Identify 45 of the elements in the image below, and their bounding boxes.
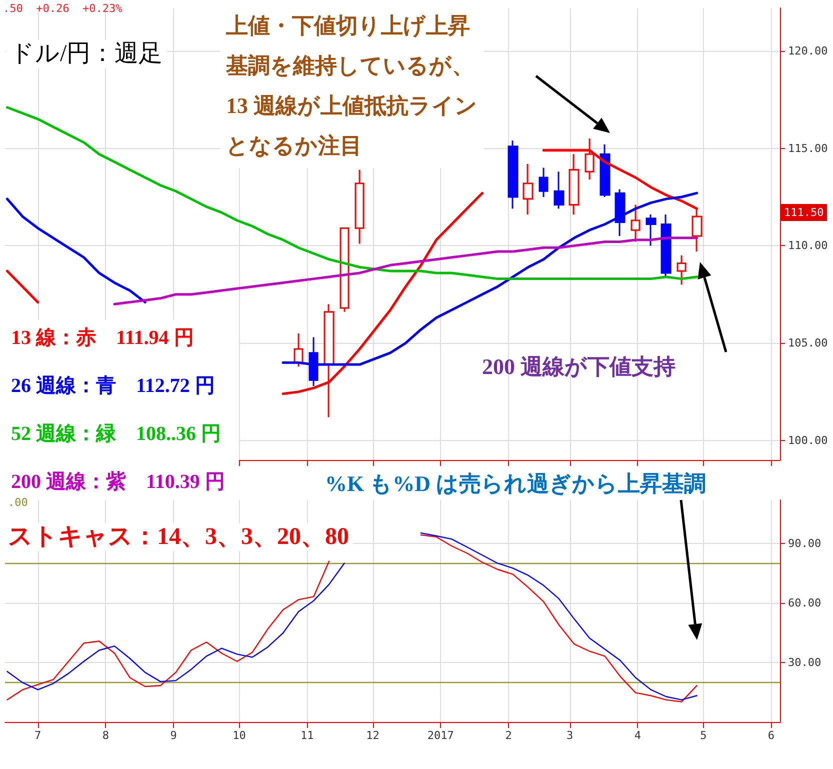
text: ドル/円：週足 bbox=[10, 41, 163, 67]
x-tick-label: 2 bbox=[505, 729, 512, 742]
candlestick bbox=[340, 227, 350, 313]
line-series bbox=[113, 236, 698, 306]
x-tick-label: 11 bbox=[300, 729, 314, 742]
text: 52 週線：緑 108..36 円 bbox=[11, 423, 221, 445]
candlestick bbox=[600, 144, 610, 198]
text: ストキャス：14、3、3、20、80 bbox=[8, 524, 349, 550]
annotation: 200 週線が下値支持 bbox=[482, 353, 676, 381]
candlestick bbox=[568, 153, 580, 216]
candlestick bbox=[660, 214, 672, 278]
y-tick-label: 120.00 bbox=[788, 44, 828, 58]
text: 200 週線：紫 110.39 円 bbox=[11, 470, 225, 493]
x-tick-label: 6 bbox=[768, 729, 775, 742]
y-tick-label: 105.00 bbox=[788, 336, 828, 350]
x-tick-label: 7 bbox=[34, 729, 42, 742]
x-tick-label: 3 bbox=[566, 729, 574, 742]
annotation: .00 bbox=[8, 496, 28, 509]
x-tick-label: 10 bbox=[232, 729, 246, 742]
candlestick bbox=[538, 167, 548, 198]
y-tick-label: 100.00 bbox=[788, 434, 828, 448]
candlestick bbox=[508, 140, 518, 210]
candlestick bbox=[646, 214, 656, 246]
y-tick-label: 90.00 bbox=[788, 537, 822, 550]
y-tick-label: 110.00 bbox=[788, 239, 828, 252]
x-tick-label: 9 bbox=[170, 729, 177, 742]
y-tick-label: 60.00 bbox=[788, 596, 822, 610]
y-tick-label: 115.00 bbox=[788, 142, 828, 155]
x-tick-label: 5 bbox=[700, 729, 707, 742]
text: %K も%D は売られ過ぎから上昇基調 bbox=[325, 470, 706, 498]
candlestick bbox=[630, 204, 640, 243]
x-tick-label: 4 bbox=[634, 729, 642, 742]
candlestick bbox=[522, 163, 534, 216]
candlestick bbox=[676, 254, 686, 286]
x-tick-label: 12 bbox=[366, 729, 380, 742]
series-label: 13 線：赤 111.94 円 bbox=[11, 327, 194, 349]
text: 111.50 bbox=[781, 204, 827, 221]
x-tick-label: 2017 bbox=[427, 729, 454, 742]
y-tick-label: 30.00 bbox=[788, 656, 822, 670]
x-tick-label: 8 bbox=[102, 729, 110, 742]
candlestick bbox=[294, 332, 304, 368]
annotation: 上値・下値切り上げ上昇基調を維持しているが、13 週線が上値抵抗ラインとなるか注目 bbox=[220, 4, 484, 168]
annotation: .50 +0.26 +0.23% bbox=[3, 2, 122, 15]
candlestick bbox=[554, 170, 564, 210]
text: 26 週線：青 112.72 円 bbox=[11, 375, 215, 397]
